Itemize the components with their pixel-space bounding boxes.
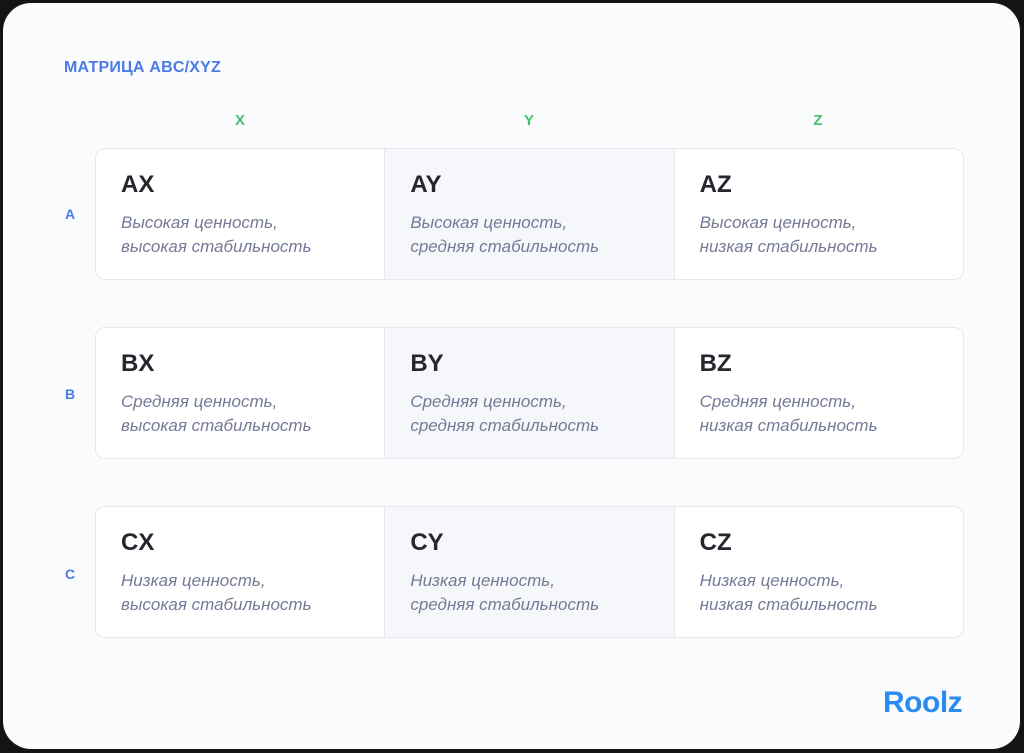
cell-description: Высокая ценность, высокая стабильность <box>121 211 359 259</box>
matrix-row-a: AX Высокая ценность, высокая стабильность… <box>95 148 964 280</box>
matrix-card: МАТРИЦА ABC/XYZ X Y Z A B C AX Высокая ц… <box>3 3 1020 749</box>
matrix-cell-bz: BZ Средняя ценность, низкая стабильность <box>675 328 963 458</box>
cell-code: BY <box>410 350 444 377</box>
row-label-b: B <box>64 386 76 402</box>
cell-description: Низкая ценность, низкая стабильность <box>700 569 938 617</box>
cell-code: BX <box>121 350 155 377</box>
row-label-c: C <box>64 566 76 582</box>
cell-code: CZ <box>699 529 732 556</box>
matrix-row-b: BX Средняя ценность, высокая стабильность… <box>95 327 964 459</box>
desc-line: Низкая ценность, <box>410 571 555 590</box>
desc-line: Средняя ценность, <box>410 392 567 411</box>
desc-line: Средняя ценность, <box>699 392 856 411</box>
desc-line: Низкая ценность, <box>699 571 845 590</box>
cell-description: Высокая ценность, средняя стабильность <box>410 211 648 259</box>
page-title: МАТРИЦА ABC/XYZ <box>64 59 221 76</box>
matrix-cell-cz: CZ Низкая ценность, низкая стабильность <box>675 507 963 637</box>
cell-code: BZ <box>699 350 732 377</box>
column-label-y: Y <box>523 112 534 129</box>
matrix-cell-ay: AY Высокая ценность, средняя стабильность <box>384 149 675 279</box>
cell-code: CY <box>410 529 444 556</box>
matrix-cell-az: AZ Высокая ценность, низкая стабильность <box>675 149 963 279</box>
cell-code: AX <box>121 171 155 198</box>
desc-line: низкая стабильность <box>699 595 878 614</box>
column-label-x: X <box>234 112 245 129</box>
cell-code: AZ <box>699 171 732 198</box>
desc-line: низкая стабильность <box>699 237 878 256</box>
cell-description: Средняя ценность, высокая стабильность <box>121 390 359 438</box>
cell-description: Средняя ценность, средняя стабильность <box>410 390 648 438</box>
desc-line: высокая стабильность <box>121 595 312 614</box>
cell-description: Средняя ценность, низкая стабильность <box>700 390 938 438</box>
matrix-cell-by: BY Средняя ценность, средняя стабильность <box>384 328 675 458</box>
cell-description: Низкая ценность, высокая стабильность <box>121 569 359 617</box>
cell-description: Низкая ценность, средняя стабильность <box>410 569 648 617</box>
row-label-a: A <box>64 206 76 222</box>
desc-line: Высокая ценность, <box>410 213 568 232</box>
cell-code: CX <box>121 529 155 556</box>
matrix-cell-cx: CX Низкая ценность, высокая стабильность <box>96 507 384 637</box>
desc-line: Средняя ценность, <box>121 392 278 411</box>
desc-line: средняя стабильность <box>410 237 600 256</box>
cell-description: Высокая ценность, низкая стабильность <box>700 211 938 259</box>
desc-line: Высокая ценность, <box>699 213 857 232</box>
matrix-row-c: CX Низкая ценность, высокая стабильность … <box>95 506 964 638</box>
matrix-cell-cy: CY Низкая ценность, средняя стабильность <box>384 507 675 637</box>
desc-line: средняя стабильность <box>410 416 600 435</box>
desc-line: Высокая ценность, <box>121 213 278 232</box>
desc-line: низкая стабильность <box>699 416 878 435</box>
desc-line: высокая стабильность <box>121 416 312 435</box>
desc-line: высокая стабильность <box>121 237 312 256</box>
cell-code: AY <box>410 171 442 198</box>
column-label-z: Z <box>813 112 823 129</box>
desc-line: Низкая ценность, <box>121 571 266 590</box>
matrix-cell-ax: AX Высокая ценность, высокая стабильность <box>96 149 384 279</box>
roolz-logo: Roolz <box>883 686 963 719</box>
matrix-cell-bx: BX Средняя ценность, высокая стабильность <box>96 328 384 458</box>
desc-line: средняя стабильность <box>410 595 600 614</box>
